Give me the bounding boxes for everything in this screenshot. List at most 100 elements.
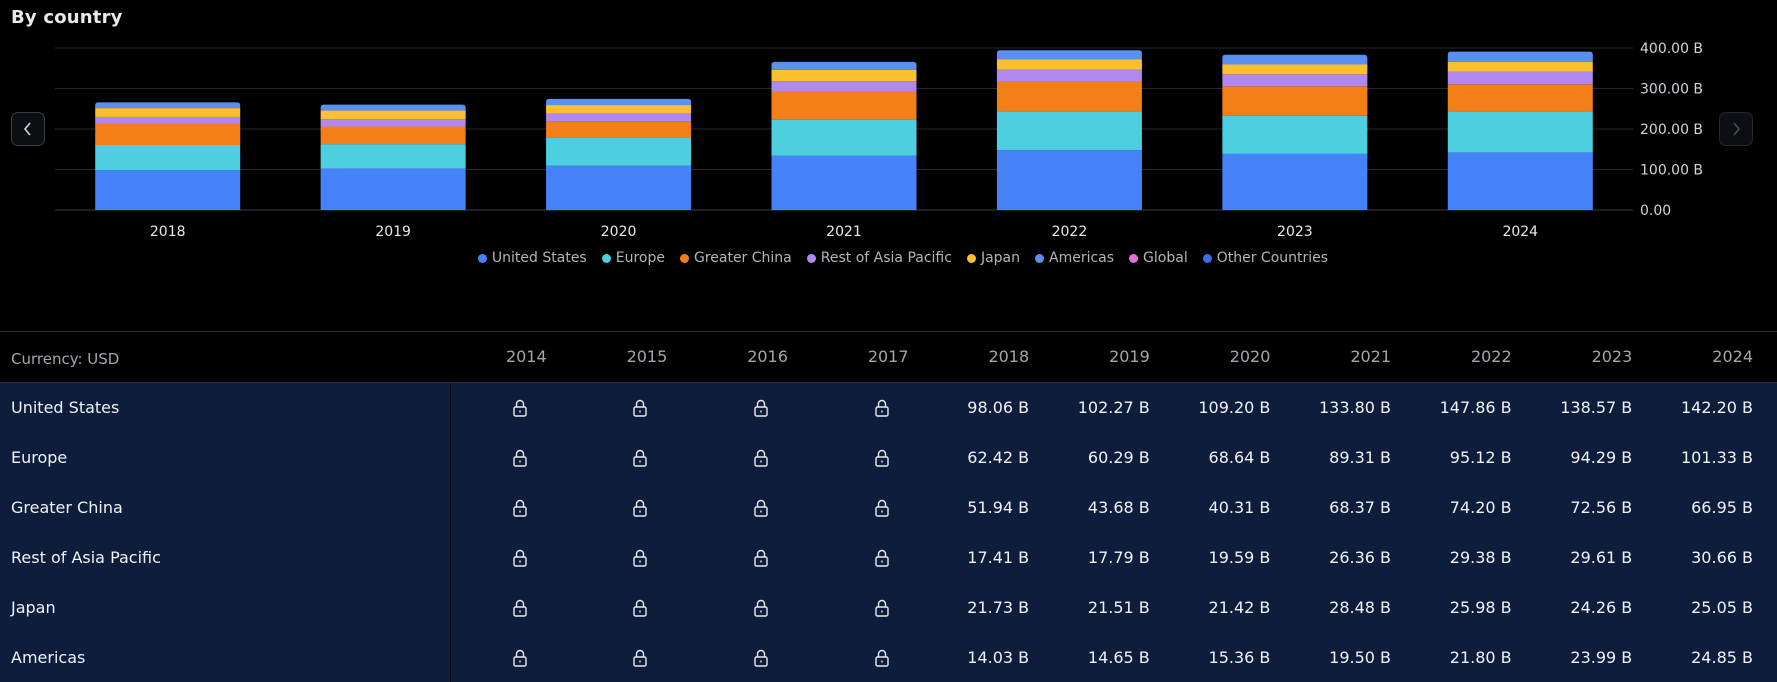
bar-segment-united-states: [771, 155, 917, 210]
y-tick-label: 400.00 B: [1640, 41, 1703, 57]
bar-segment-united-states: [996, 150, 1142, 210]
value-cell: 25.05 B: [1656, 582, 1777, 632]
y-tick-label: 100.00 B: [1640, 163, 1703, 179]
lock-icon: [874, 449, 889, 467]
lock-icon: [633, 649, 647, 667]
x-tick-label: 2018: [150, 224, 186, 240]
legend-dot-icon: [1202, 253, 1212, 263]
locked-cell[interactable]: [450, 582, 571, 632]
locked-cell[interactable]: [450, 632, 571, 682]
y-tick-label: 0.00: [1640, 203, 1671, 219]
value-cell: 72.56 B: [1535, 482, 1657, 532]
table-row[interactable]: United States 98.06 B 102.27 B 109.20 B 133.…: [0, 382, 1777, 432]
legend-dot-icon: [1129, 253, 1139, 263]
legend-item[interactable]: Other Countries: [1202, 250, 1328, 266]
value-cell: 40.31 B: [1173, 482, 1295, 532]
locked-cell[interactable]: [811, 532, 933, 582]
value-cell: 98.06 B: [932, 382, 1054, 432]
lock-icon: [512, 649, 527, 667]
lock-icon: [754, 399, 768, 417]
locked-cell[interactable]: [570, 532, 692, 582]
legend-dot-icon: [966, 253, 976, 263]
lock-icon: [874, 549, 889, 567]
legend-item[interactable]: Global: [1129, 250, 1188, 266]
previous-button[interactable]: [11, 112, 45, 146]
table-row[interactable]: Americas 14.03 B 14.65 B 15.36 B 19.50 B 21.8…: [0, 632, 1777, 682]
value-cell: 74.20 B: [1415, 482, 1536, 532]
locked-cell[interactable]: [811, 632, 933, 682]
locked-cell[interactable]: [811, 482, 933, 532]
value-cell: 29.38 B: [1415, 532, 1536, 582]
locked-cell[interactable]: [450, 432, 571, 482]
bar-segment-europe: [1222, 115, 1368, 154]
locked-cell[interactable]: [811, 382, 933, 432]
bar-segment-americas: [546, 98, 692, 106]
year-column-header: 2017: [811, 332, 933, 383]
value-cell: 17.41 B: [932, 532, 1054, 582]
value-cell: 138.57 B: [1535, 382, 1657, 432]
legend-dot-icon: [679, 253, 689, 263]
next-button[interactable]: [1719, 112, 1753, 146]
lock-icon: [754, 449, 768, 467]
bar-segment-united-states: [95, 170, 241, 210]
legend-label: United States: [491, 250, 587, 266]
locked-cell[interactable]: [450, 482, 571, 532]
locked-cell[interactable]: [570, 632, 692, 682]
legend-label: Japan: [980, 250, 1020, 266]
bar-segment-rest-of-asia-pacific: [546, 113, 692, 122]
bar-segment-europe: [320, 144, 466, 169]
lock-icon: [874, 399, 889, 417]
legend-item[interactable]: Greater China: [679, 250, 792, 266]
legend-item[interactable]: Rest of Asia Pacific: [806, 250, 952, 266]
table-row[interactable]: Japan 21.73 B 21.51 B 21.42 B 28.48 B 25.98 B…: [0, 582, 1777, 632]
lock-icon: [754, 599, 768, 617]
locked-cell[interactable]: [811, 582, 933, 632]
locked-cell[interactable]: [691, 632, 812, 682]
lock-icon: [512, 549, 527, 567]
value-cell: 95.12 B: [1415, 432, 1536, 482]
locked-cell[interactable]: [450, 532, 571, 582]
table-row[interactable]: Greater China 51.94 B 43.68 B 40.31 B 68.37 …: [0, 482, 1777, 532]
locked-cell[interactable]: [570, 382, 692, 432]
x-tick-label: 2022: [1052, 224, 1088, 240]
table-row[interactable]: Europe 62.42 B 60.29 B 68.64 B 89.31 B 95.12 …: [0, 432, 1777, 482]
legend-label: Americas: [1049, 250, 1115, 266]
value-cell: 21.51 B: [1053, 582, 1174, 632]
lock-icon: [633, 499, 647, 517]
value-cell: 15.36 B: [1173, 632, 1295, 682]
legend-item[interactable]: Europe: [601, 250, 665, 266]
x-tick-label: 2019: [375, 224, 411, 240]
lock-icon: [754, 499, 768, 517]
bar-segment-europe: [1447, 111, 1593, 153]
bar-segment-rest-of-asia-pacific: [320, 119, 466, 127]
lock-icon: [633, 399, 647, 417]
legend-item[interactable]: United States: [477, 250, 587, 266]
bar-segment-americas: [95, 102, 241, 109]
legend-item[interactable]: Americas: [1035, 250, 1114, 266]
locked-cell[interactable]: [691, 432, 812, 482]
chevron-left-icon: [23, 122, 31, 136]
bar-segment-greater-china: [320, 126, 466, 145]
row-label: Greater China: [0, 482, 451, 532]
value-cell: 17.79 B: [1053, 532, 1174, 582]
bar-segment-japan: [996, 59, 1142, 70]
lock-icon: [754, 649, 768, 667]
locked-cell[interactable]: [691, 382, 812, 432]
bar-segment-greater-china: [546, 121, 692, 138]
locked-cell[interactable]: [691, 582, 812, 632]
locked-cell[interactable]: [450, 382, 571, 432]
locked-cell[interactable]: [570, 432, 692, 482]
locked-cell[interactable]: [811, 432, 933, 482]
locked-cell[interactable]: [691, 482, 812, 532]
table-row[interactable]: Rest of Asia Pacific 17.41 B 17.79 B 19.59 …: [0, 532, 1777, 582]
bar-segment-americas: [1222, 54, 1368, 65]
value-cell: 102.27 B: [1053, 382, 1174, 432]
locked-cell[interactable]: [570, 582, 692, 632]
legend-item[interactable]: Japan: [966, 250, 1020, 266]
value-cell: 30.66 B: [1656, 532, 1777, 582]
lock-icon: [512, 499, 527, 517]
locked-cell[interactable]: [691, 532, 812, 582]
bar-segment-europe: [996, 111, 1142, 151]
x-tick-label: 2020: [601, 224, 637, 240]
locked-cell[interactable]: [570, 482, 692, 532]
